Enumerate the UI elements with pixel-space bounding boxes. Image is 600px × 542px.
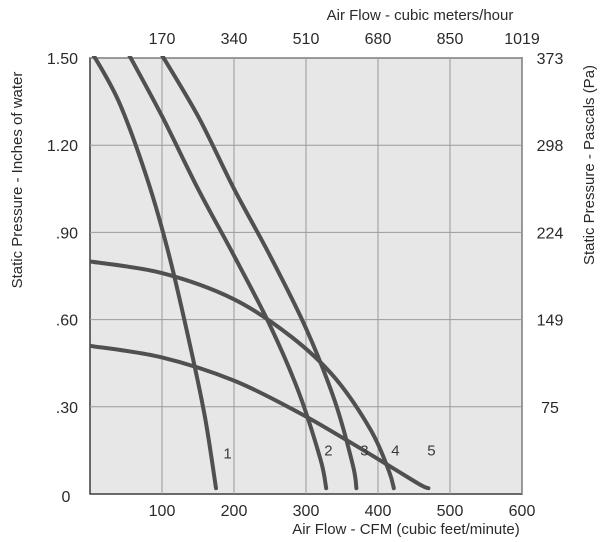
curve-label-4: 4 (391, 442, 399, 459)
curve-3 (160, 56, 359, 491)
x-axis-title: Air Flow - CFM (cubic feet/minute) (292, 521, 520, 538)
curve-5 (90, 343, 431, 491)
right-tick-label: 149 (537, 313, 564, 330)
top-tick-label: 340 (221, 31, 248, 48)
tick-labels: 0 100 200 300 400 500 600 .30 .60 .90 1.20 1.50 170 3… (47, 31, 564, 520)
right-axis-title: Static Pressure - Pascals (Pa) (581, 65, 598, 265)
curve-1 (91, 56, 218, 491)
y-tick-label: 1.50 (47, 51, 78, 68)
right-tick-label: 298 (537, 138, 564, 155)
y-tick-label: .30 (56, 400, 78, 417)
x-tick-label: 500 (437, 503, 464, 520)
curve-label-5: 5 (427, 442, 435, 459)
top-tick-label: 510 (293, 31, 320, 48)
top-axis-title: Air Flow - cubic meters/hour (327, 7, 514, 24)
top-tick-label: 1019 (504, 31, 540, 48)
top-tick-label: 680 (365, 31, 392, 48)
x-tick-label: 400 (365, 503, 392, 520)
y-tick-label: .90 (56, 225, 78, 242)
curve-labels: 1 2 3 4 5 (223, 442, 435, 462)
curve-label-1: 1 (223, 445, 231, 462)
top-tick-label: 850 (437, 31, 464, 48)
right-tick-label: 373 (537, 51, 564, 68)
y-axis-title: Static Pressure - Inches of water (9, 72, 26, 289)
y-tick-label-origin: 0 (62, 489, 71, 506)
x-tick-label: 200 (221, 503, 248, 520)
x-tick-label: 600 (509, 503, 536, 520)
right-tick-label: 75 (541, 400, 559, 417)
curve-2 (127, 56, 329, 491)
x-tick-label: 300 (293, 503, 320, 520)
y-tick-label: .60 (56, 313, 78, 330)
curve-label-3: 3 (360, 442, 368, 459)
curves (90, 56, 431, 491)
curve-label-2: 2 (324, 442, 332, 459)
top-tick-label: 170 (149, 31, 176, 48)
x-tick-label: 100 (149, 503, 176, 520)
y-tick-label: 1.20 (47, 138, 78, 155)
right-tick-label: 224 (537, 225, 564, 242)
